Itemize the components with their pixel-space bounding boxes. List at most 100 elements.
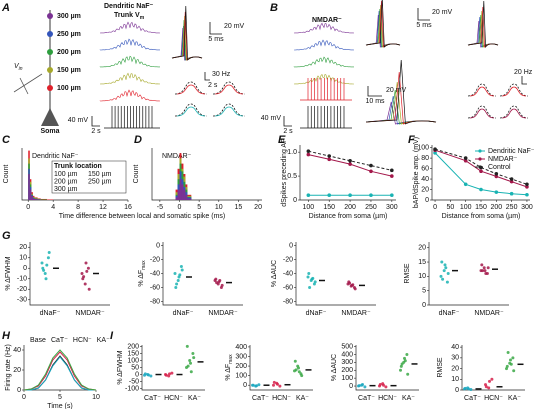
y-tick-label: 1.0	[287, 149, 297, 156]
trace	[212, 103, 246, 117]
point	[327, 193, 332, 198]
trace	[501, 86, 527, 97]
x-tick-label: 150	[475, 204, 487, 211]
x-tick-label: NMDAR⁻	[341, 310, 371, 317]
legend-entry: HCN⁻	[73, 337, 92, 344]
x-tick-label: 12	[99, 204, 107, 211]
location-label: 200 µm	[57, 49, 81, 56]
point	[348, 281, 352, 285]
y-tick-label: 0	[455, 387, 459, 394]
scale-label: 5 ms	[416, 22, 432, 29]
x-axis-label: Distance from soma (µm)	[442, 213, 521, 220]
x-tick-label: CaT⁻	[464, 395, 481, 402]
point	[313, 280, 317, 284]
point	[506, 351, 510, 354]
scale-label: 20 Hz	[514, 69, 533, 76]
scale-label: 20 mV	[386, 87, 407, 94]
soma	[41, 108, 59, 126]
point	[463, 386, 467, 390]
scale-label: 40 mV	[68, 117, 89, 124]
soma-label: Soma	[40, 128, 59, 135]
point	[486, 266, 490, 270]
y-tick-label: 100	[235, 372, 247, 379]
point	[214, 277, 218, 281]
y-tick-label: 5	[422, 288, 426, 295]
point	[311, 276, 315, 280]
x-tick-label: 100	[460, 204, 472, 211]
point	[525, 182, 529, 187]
point	[294, 368, 298, 372]
x-tick-label: 100	[303, 204, 315, 211]
point	[297, 366, 300, 370]
point	[509, 362, 513, 366]
y-axis-label-main: % ΔFWHM	[117, 350, 124, 384]
point	[257, 383, 261, 387]
point	[390, 193, 394, 198]
y-tick-label: 20	[418, 245, 426, 252]
y-tick-label: 40	[451, 344, 459, 351]
hist-bar	[34, 198, 38, 200]
legend-entry: KA⁻	[97, 337, 110, 344]
point	[494, 172, 499, 176]
y-axis-label: RMSE	[404, 263, 411, 284]
y-tick-label: 300	[235, 353, 247, 360]
scale-bar	[417, 8, 430, 21]
point	[176, 279, 180, 282]
point	[369, 163, 373, 168]
x-tick-label: 150	[323, 204, 335, 211]
y-tick-label: 150	[127, 350, 139, 357]
point	[189, 370, 193, 374]
point	[487, 386, 491, 390]
y-tick-label: 100	[127, 357, 139, 364]
trace	[499, 105, 529, 119]
a-title: Dendritic NaF⁻	[104, 3, 154, 10]
legend-entry: CaT⁻	[51, 337, 68, 344]
x-tick-label: 5	[197, 204, 201, 211]
point	[469, 387, 473, 391]
y-axis-label: % ΔAUC	[331, 354, 338, 381]
y-axis-label-sub: max	[228, 354, 234, 364]
trace	[293, 22, 355, 34]
point	[192, 356, 196, 360]
line	[434, 148, 528, 185]
panel-letter: E	[278, 134, 286, 146]
point	[463, 182, 468, 187]
point	[306, 149, 311, 154]
y-tick-label: -60	[283, 284, 293, 291]
point	[306, 275, 310, 279]
y-tick-label: 200	[127, 343, 139, 350]
point	[327, 154, 332, 158]
point	[483, 269, 487, 273]
point	[399, 368, 402, 372]
point	[442, 269, 446, 273]
point	[445, 280, 449, 284]
x-tick-label: 10	[92, 394, 100, 401]
hist-bar	[32, 198, 35, 200]
location-dot	[47, 85, 53, 91]
line	[434, 149, 528, 188]
hist-bar	[29, 189, 32, 200]
panel-letter: A	[1, 2, 10, 14]
x-tick-label: 0	[178, 204, 182, 211]
hist-bar	[31, 195, 33, 200]
point	[433, 151, 437, 155]
point	[361, 382, 364, 386]
x-tick-label: HCN⁻	[272, 395, 291, 402]
y-tick-label: 0	[293, 197, 297, 204]
y-tick-label: -80	[283, 298, 293, 305]
y-axis-label: bAP/dSpike amp. (mV)	[413, 137, 420, 208]
y-axis-label-main: % ΔFWHM	[5, 256, 12, 290]
point	[83, 282, 87, 286]
x-axis-label: Time difference between local and somati…	[59, 213, 226, 220]
x-tick-label: dNaF⁻	[173, 310, 194, 317]
axis	[461, 345, 525, 391]
panel-letter: D	[134, 134, 142, 146]
x-tick-label: dNaF⁻	[439, 310, 460, 317]
point	[446, 272, 450, 275]
y-tick-label: -60	[150, 284, 160, 291]
y-tick-label: 10	[19, 255, 27, 262]
x-tick-label: 250	[506, 204, 518, 211]
x-tick-label: HCN⁻	[378, 395, 397, 402]
hist-bar	[40, 199, 47, 200]
y-axis-label: Count	[133, 165, 140, 184]
